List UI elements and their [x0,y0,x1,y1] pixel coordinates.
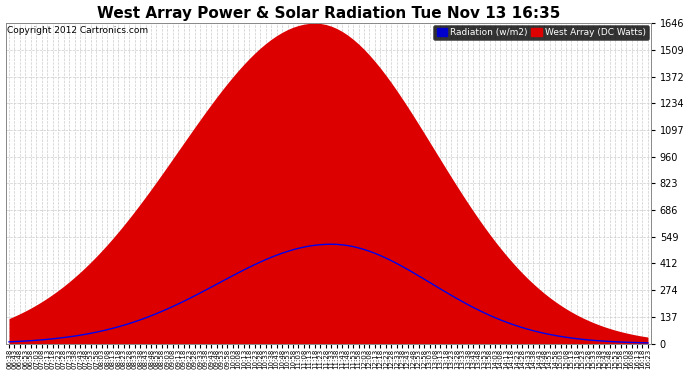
Legend: Radiation (w/m2), West Array (DC Watts): Radiation (w/m2), West Array (DC Watts) [433,25,649,40]
Text: Copyright 2012 Cartronics.com: Copyright 2012 Cartronics.com [7,26,148,35]
Title: West Array Power & Solar Radiation Tue Nov 13 16:35: West Array Power & Solar Radiation Tue N… [97,6,560,21]
